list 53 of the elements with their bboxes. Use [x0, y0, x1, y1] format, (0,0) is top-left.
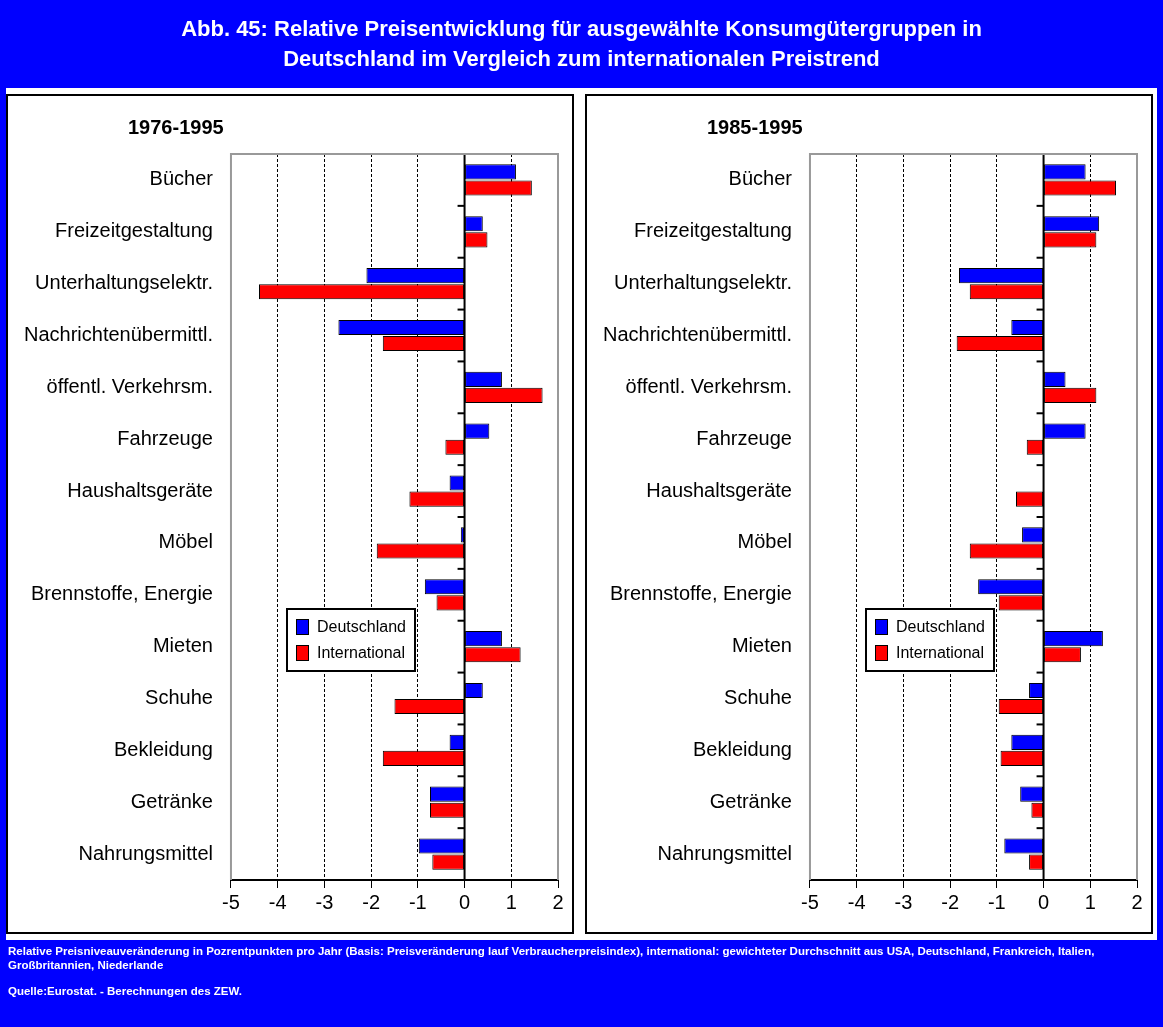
- x-tick-label: -2: [362, 890, 381, 913]
- x-tick-label: 2: [552, 890, 564, 913]
- chart-subtitle: 1976-1995: [128, 116, 224, 139]
- x-tick-label: 1: [1084, 890, 1096, 913]
- y-tick-label: Fahrzeuge: [117, 426, 213, 449]
- y-tick-label: Fahrzeuge: [696, 426, 792, 449]
- x-tick-label: -1: [987, 890, 1006, 913]
- x-tick-label: 0: [459, 890, 471, 913]
- legend-label: International: [896, 644, 985, 662]
- y-tick-label: Freizeitgestaltung: [634, 219, 792, 242]
- x-tick-label: -5: [222, 890, 240, 913]
- y-tick-label: Bekleidung: [114, 737, 213, 760]
- y-tick-label: Bücher: [149, 167, 214, 190]
- y-tick-label: Freizeitgestaltung: [55, 219, 213, 242]
- source-note: Quelle:Eurostat. - Berechnungen des ZEW.: [8, 984, 243, 998]
- y-tick-label: Brennstoffe, Energie: [30, 582, 213, 605]
- y-tick-label: Mieten: [152, 634, 213, 657]
- x-tick-label: -5: [801, 890, 819, 913]
- legend-label: Deutschland: [896, 618, 985, 636]
- y-tick-label: Haushaltsgeräte: [646, 478, 792, 501]
- chart-title: Abb. 45: Relative Preisentwicklung für ausgewählte Konsumgütergruppen in Deutschland im Vergleich zum internationalen Preistrend: [180, 15, 983, 73]
- x-tick-label: -1: [408, 890, 427, 913]
- x-tick-label: 0: [1038, 890, 1050, 913]
- y-tick-label: Möbel: [737, 530, 792, 553]
- x-tick-label: -3: [315, 890, 334, 913]
- y-tick-label: öffentl. Verkehrsm.: [625, 374, 792, 397]
- chart-title: 1985-1995: [707, 116, 803, 139]
- y-tick-label: öffentl. Verkehrsm.: [46, 374, 213, 397]
- x-tick-label: -4: [268, 890, 287, 913]
- y-tick-label: Nahrungsmittel: [657, 841, 792, 864]
- y-tick-label: Möbel: [158, 530, 213, 553]
- x-tick-label: -2: [941, 890, 960, 913]
- legend-label: Deutschland: [317, 618, 406, 636]
- y-tick-label: Bücher: [728, 167, 793, 190]
- y-tick-label: Schuhe: [145, 686, 213, 709]
- y-tick-label: Haushaltsgeräte: [67, 478, 213, 501]
- y-tick-label: Unterhaltungselektr.: [35, 271, 213, 294]
- y-tick-label: Mieten: [731, 634, 792, 657]
- text: Relative Preisniveauveränderung in Pozrentpunkten pro Jahr (Basis: Preisveränderung lauf Verbraucherpreisindex), international: gewichteter Durchschnitt aus USA, Deutschland, Frankreich, Italien, Großbritannien, Niederlande: [8, 944, 1096, 972]
- y-tick-label: Nahrungsmittel: [78, 841, 213, 864]
- y-tick-label: Nachrichtenübermittl.: [24, 323, 213, 346]
- x-tick-label: -4: [847, 890, 866, 913]
- y-tick-label: Nachrichtenübermittl.: [603, 323, 792, 346]
- y-tick-label: Brennstoffe, Energie: [609, 582, 792, 605]
- y-tick-label: Schuhe: [724, 686, 792, 709]
- x-tick-label: 1: [505, 890, 517, 913]
- x-tick-label: 2: [1131, 890, 1143, 913]
- y-tick-label: Unterhaltungselektr.: [614, 271, 792, 294]
- y-tick-label: Bekleidung: [693, 737, 792, 760]
- legend-label: International: [317, 644, 406, 662]
- y-tick-label: Getränke: [130, 789, 213, 812]
- y-tick-label: Getränke: [709, 789, 792, 812]
- x-tick-label: -3: [894, 890, 913, 913]
